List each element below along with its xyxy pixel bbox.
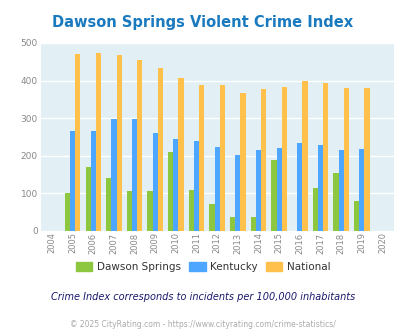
Bar — [214, 147, 219, 231]
Bar — [312, 188, 317, 231]
Bar — [194, 141, 198, 231]
Bar — [188, 190, 194, 231]
Bar — [178, 78, 183, 231]
Bar — [281, 86, 286, 231]
Bar — [302, 81, 307, 231]
Bar — [75, 54, 80, 231]
Bar — [137, 60, 142, 231]
Bar — [353, 201, 358, 231]
Bar — [85, 167, 90, 231]
Bar — [116, 55, 121, 231]
Bar — [111, 119, 116, 231]
Legend: Dawson Springs, Kentucky, National: Dawson Springs, Kentucky, National — [71, 258, 334, 276]
Bar — [333, 174, 338, 231]
Bar — [230, 217, 235, 231]
Bar — [152, 133, 158, 231]
Bar — [158, 69, 162, 231]
Text: Dawson Springs Violent Crime Index: Dawson Springs Violent Crime Index — [52, 15, 353, 30]
Bar — [168, 152, 173, 231]
Bar — [96, 53, 101, 231]
Bar — [147, 191, 152, 231]
Text: Crime Index corresponds to incidents per 100,000 inhabitants: Crime Index corresponds to incidents per… — [51, 292, 354, 302]
Bar — [255, 150, 260, 231]
Bar — [219, 85, 224, 231]
Bar — [235, 155, 240, 231]
Bar — [338, 150, 343, 231]
Bar — [322, 83, 327, 231]
Bar — [240, 92, 245, 231]
Bar — [363, 88, 369, 231]
Bar — [132, 119, 137, 231]
Bar — [358, 149, 363, 231]
Bar — [173, 139, 178, 231]
Bar — [296, 143, 302, 231]
Bar — [343, 88, 348, 231]
Bar — [317, 145, 322, 231]
Bar — [65, 193, 70, 231]
Bar — [209, 204, 214, 231]
Text: © 2025 CityRating.com - https://www.cityrating.com/crime-statistics/: © 2025 CityRating.com - https://www.city… — [70, 320, 335, 329]
Bar — [271, 160, 276, 231]
Bar — [70, 131, 75, 231]
Bar — [198, 85, 204, 231]
Bar — [276, 148, 281, 231]
Bar — [126, 191, 132, 231]
Bar — [106, 178, 111, 231]
Bar — [260, 89, 266, 231]
Bar — [90, 131, 96, 231]
Bar — [250, 217, 255, 231]
